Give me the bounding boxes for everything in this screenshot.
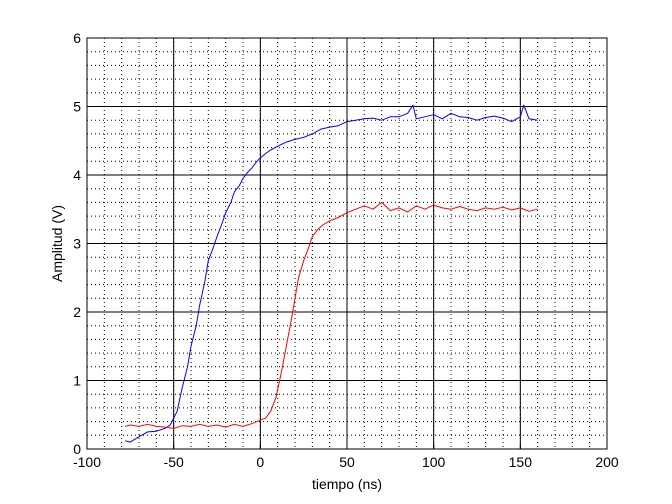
x-tick-label: 150	[509, 454, 533, 470]
series-line-2	[124, 201, 538, 429]
x-axis-label: tiempo (ns)	[312, 476, 382, 492]
tick-labels: -100 -50 0 50 100 150 200 0 1 2 3 4 5 6	[73, 30, 619, 470]
x-tick-label: -50	[164, 454, 184, 470]
x-tick-label: 200	[595, 454, 619, 470]
ticks	[86, 37, 608, 450]
y-tick-label: 4	[73, 167, 81, 183]
series-layer	[124, 104, 538, 443]
y-tick-label: 0	[73, 441, 81, 457]
y-tick-label: 3	[73, 236, 81, 252]
x-tick-label: 100	[422, 454, 446, 470]
series-line-1	[124, 104, 538, 443]
x-tick-label: 50	[339, 454, 355, 470]
y-tick-label: 2	[73, 304, 81, 320]
y-tick-label: 1	[73, 373, 81, 389]
y-tick-label: 6	[73, 30, 81, 46]
x-tick-label: -100	[73, 454, 101, 470]
y-tick-label: 5	[73, 99, 81, 115]
x-tick-label: 0	[256, 454, 264, 470]
y-axis-label: Amplitud (V)	[49, 205, 65, 282]
